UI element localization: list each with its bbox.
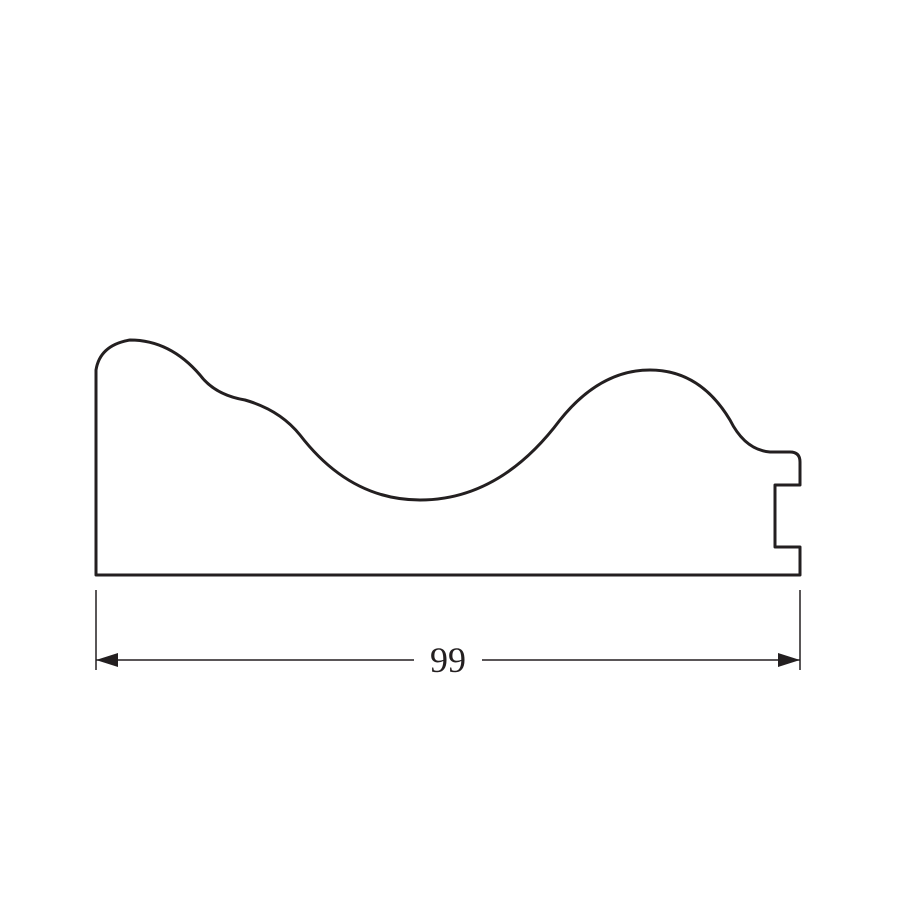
diagram-canvas: 99 bbox=[0, 0, 900, 900]
arrowhead-right bbox=[778, 653, 800, 667]
dimension-value: 99 bbox=[420, 639, 476, 681]
arrowhead-left bbox=[96, 653, 118, 667]
moulding-profile bbox=[96, 340, 800, 575]
profile-svg bbox=[0, 0, 900, 900]
